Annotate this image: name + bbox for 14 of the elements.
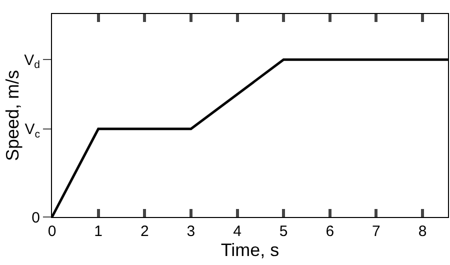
text: V$_{c}$ [24,121,40,140]
x-tick-label: 3 [186,223,196,240]
y-axis-title: Speed, m/s [2,70,22,162]
x-tick-label: 6 [326,223,334,240]
x-tick-label: 2 [140,223,149,240]
x-tick-label: 4 [233,223,242,240]
text: 0 [32,209,40,226]
x-axis-title: Time, s [220,240,280,260]
x-tick-label: 8 [418,223,427,240]
x-tick-label: 1 [94,223,102,240]
x-tick-label: 7 [372,223,380,240]
x-tick-label: 0 [48,223,56,240]
x-tick-label: 5 [279,223,288,240]
text: V$_{d}$ [24,52,40,72]
